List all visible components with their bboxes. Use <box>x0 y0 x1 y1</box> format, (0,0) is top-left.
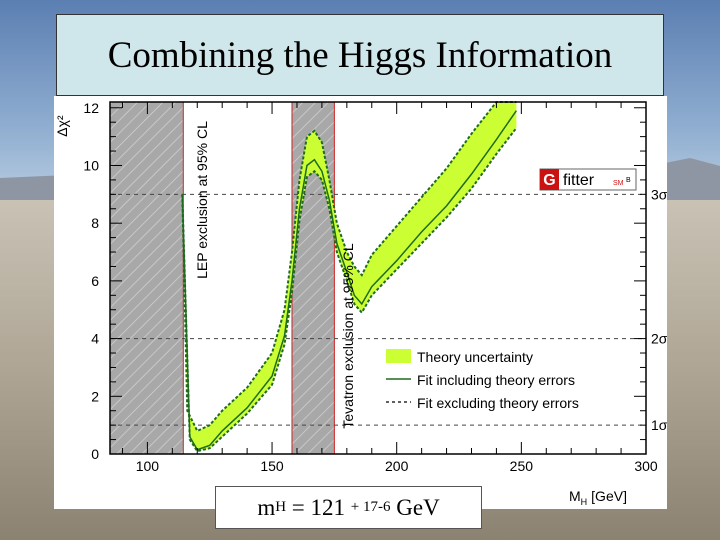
y-axis-label: Δχ² <box>54 115 70 137</box>
y-tick-label-3: 6 <box>91 273 99 289</box>
result-sub: -6 <box>378 499 391 515</box>
x-tick-label-1: 150 <box>260 458 284 474</box>
x-axis-label-sub: H <box>581 497 588 507</box>
x-axis-label: MH [GeV] <box>569 488 627 507</box>
exclusion-region-0 <box>110 102 184 454</box>
y-tick-label-5: 10 <box>83 157 99 173</box>
logo-tag: SM <box>613 180 624 187</box>
slide-title-box: Combining the Higgs Information <box>56 14 664 96</box>
result-m: m <box>257 494 276 520</box>
tevatron-exclusion-label: Tevatron exclusion at 95% CL <box>340 243 356 428</box>
theory-band-area <box>182 102 517 452</box>
sigma-label-0: 1σ <box>651 417 667 433</box>
y-tick-label-1: 2 <box>91 388 99 404</box>
y-tick-label-0: 0 <box>91 446 99 462</box>
gfitter-logo: G fitter SM B <box>539 168 637 191</box>
x-axis-label-m: M <box>569 488 581 504</box>
result-eq: = 121 <box>286 494 351 520</box>
x-tick-label-4: 300 <box>634 458 658 474</box>
slide-title: Combining the Higgs Information <box>107 34 613 76</box>
result-unit: GeV <box>390 494 440 520</box>
y-tick-label-4: 8 <box>91 215 99 231</box>
plot-frame <box>109 101 647 455</box>
legend-dashed-label: Fit excluding theory errors <box>417 395 579 411</box>
legend: Theory uncertainty Fit including theory … <box>386 349 579 411</box>
x-tick-label-0: 100 <box>136 458 160 474</box>
axis-ticks: 100 150 200 250 300 0 2 4 6 8 10 12 <box>83 100 657 474</box>
exclusion-regions <box>109 102 335 454</box>
logo-letter: G <box>543 172 555 189</box>
logo-tag2: B <box>626 177 631 184</box>
lep-exclusion-label: LEP exclusion at 95% CL <box>194 121 210 279</box>
chi2-chart: 1σ 2σ 3σ 100 150 200 250 300 0 2 4 6 8 10 12 Δχ² LEP … <box>54 100 667 507</box>
fit-theory-line <box>181 110 517 451</box>
theory-band <box>181 101 518 453</box>
legend-band-label: Theory uncertainty <box>417 349 533 365</box>
y-tick-label-6: 12 <box>83 100 99 116</box>
y-tick-label-2: 4 <box>91 331 99 347</box>
band-upper-edge <box>181 101 517 433</box>
legend-solid-label: Fit including theory errors <box>417 372 575 388</box>
sigma-label-2: 3σ <box>651 186 667 202</box>
plot-frame-rect <box>109 101 647 455</box>
x-axis-label-unit: [GeV] <box>591 488 627 504</box>
x-tick-label-2: 200 <box>385 458 409 474</box>
x-tick-label-3: 250 <box>510 458 534 474</box>
logo-word: fitter <box>563 172 595 189</box>
legend-band-swatch <box>386 349 411 363</box>
sigma-lines: 1σ 2σ 3σ <box>110 186 667 433</box>
result-m-sub: H <box>275 499 287 515</box>
sigma-label-1: 2σ <box>651 331 667 347</box>
result-sup: + 17 <box>350 499 378 515</box>
